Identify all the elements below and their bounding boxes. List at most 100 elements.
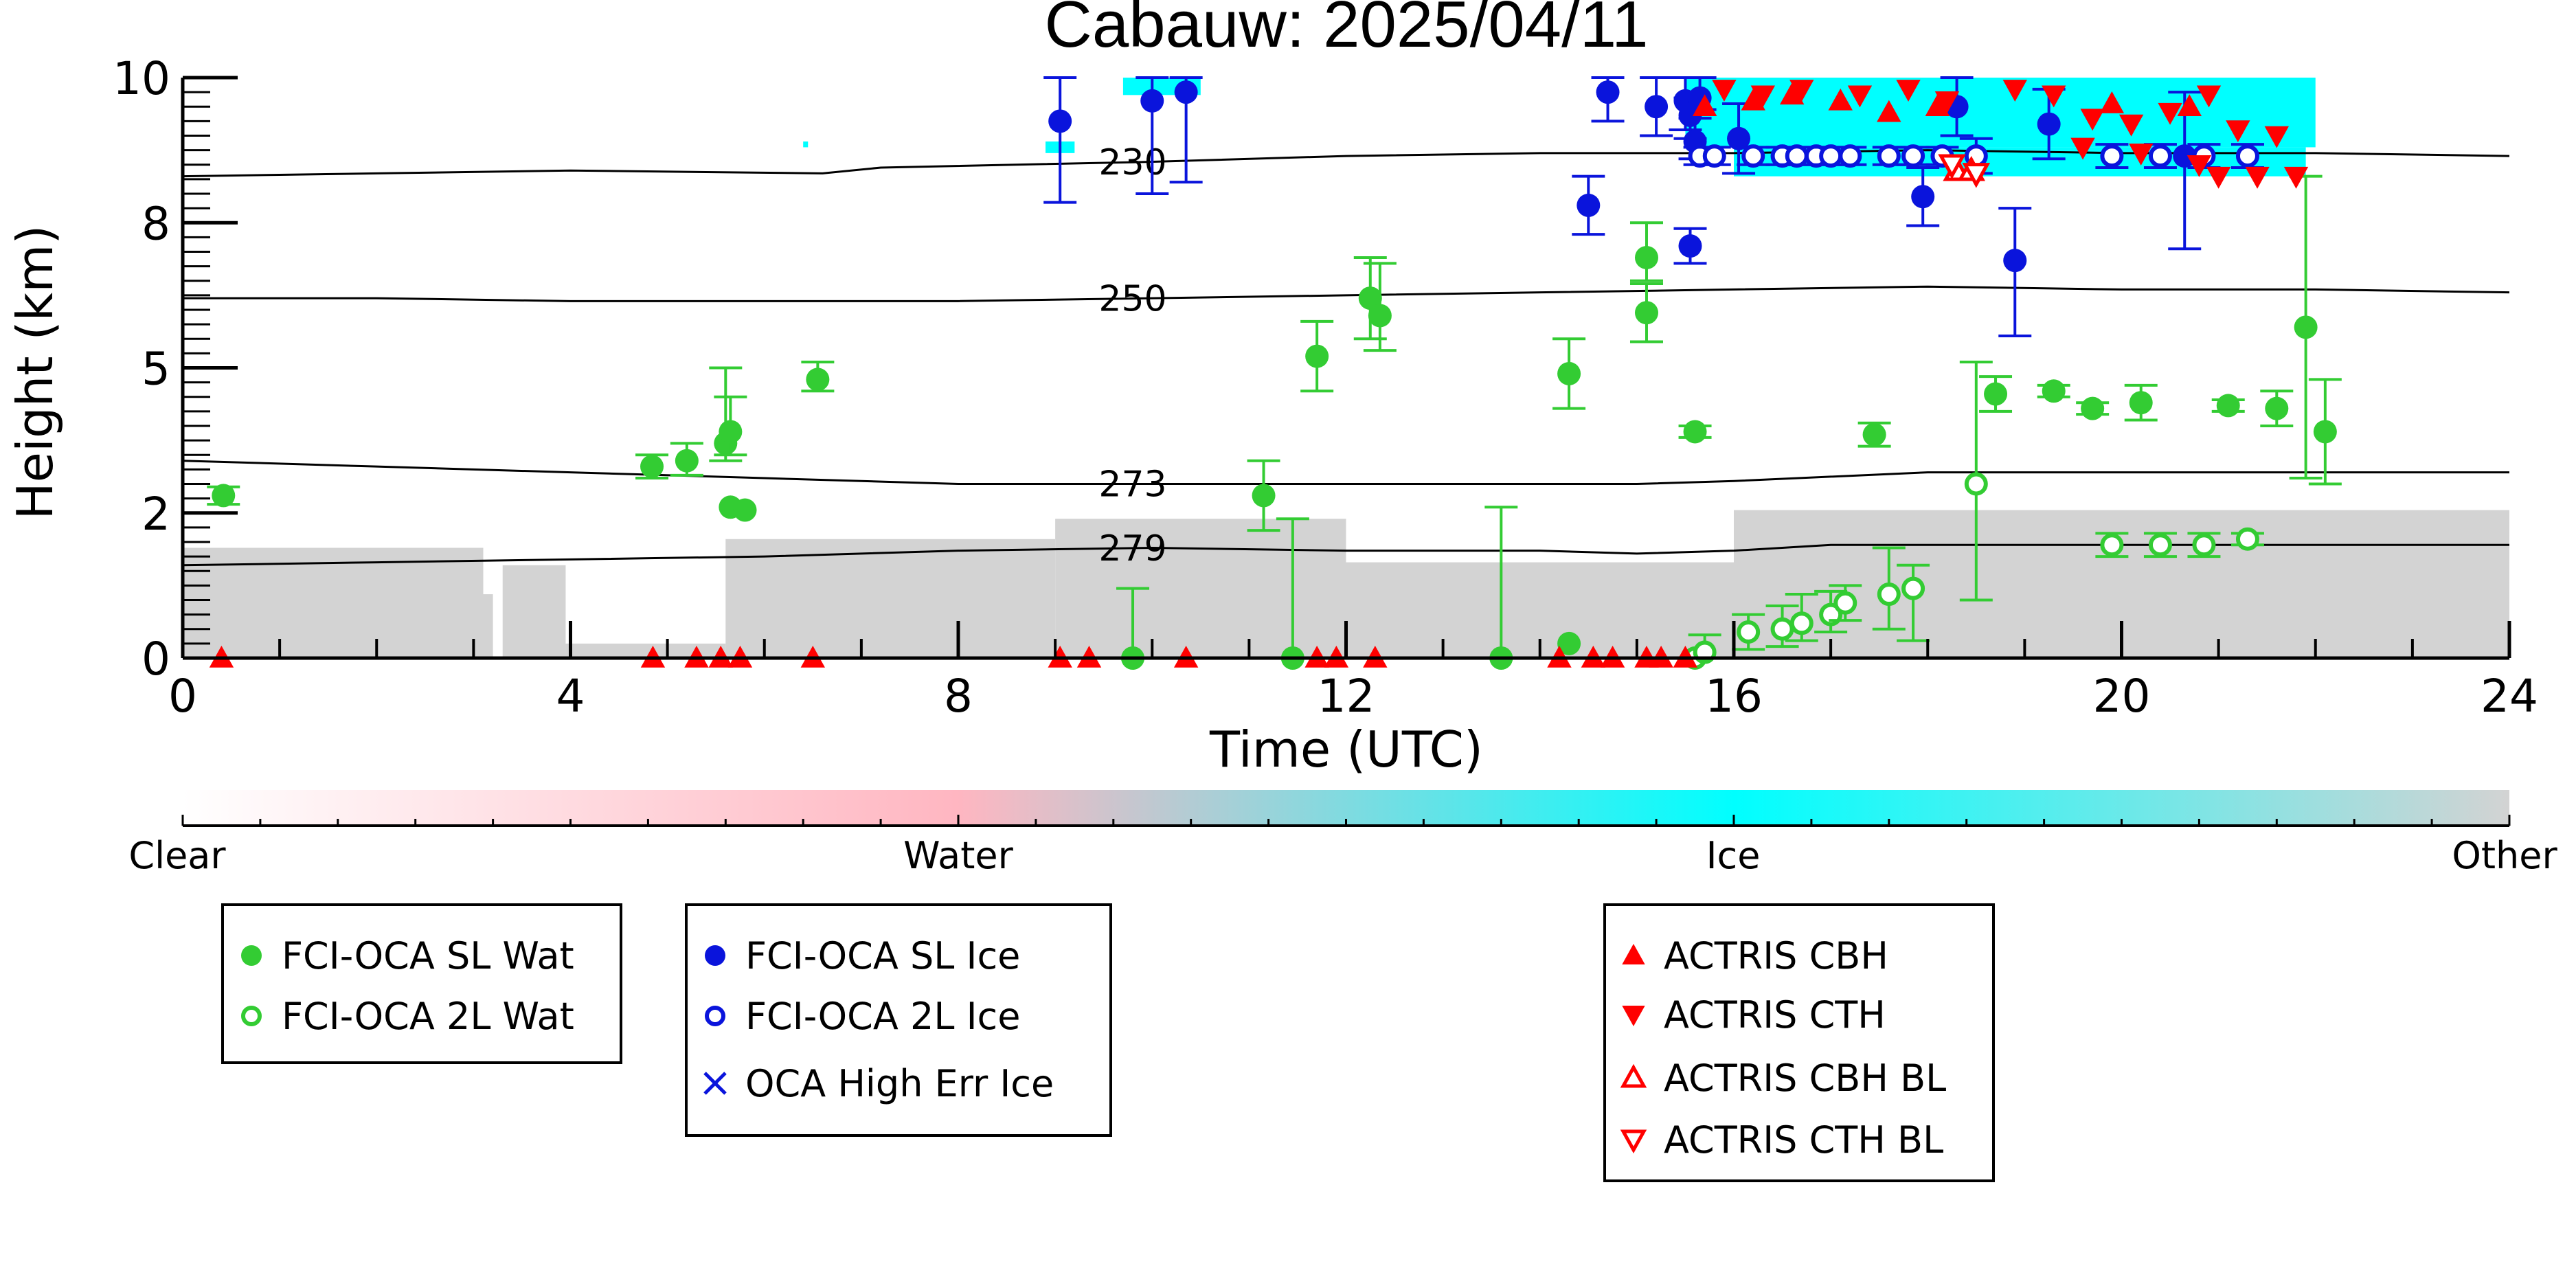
triangle-up-open-icon: [1618, 1063, 1649, 1093]
legend-label: ACTRIS CBH: [1664, 934, 1888, 978]
colorbar-label-water: Water: [903, 834, 1013, 877]
data-point: [1620, 1129, 1647, 1154]
data-point: [1862, 422, 1886, 447]
legend-water: FCI-OCA SL Wat FCI-OCA 2L Wat: [221, 903, 622, 1064]
data-point: [2196, 85, 2222, 108]
data-point: [1934, 91, 1960, 113]
colorbar-label-clear: Clear: [128, 834, 226, 877]
legend-label: ACTRIS CTH: [1664, 993, 1886, 1037]
isotherm-label: 250: [1098, 279, 1166, 320]
data-point: [2129, 391, 2153, 415]
data-point: [719, 420, 743, 444]
data-point: [806, 368, 830, 392]
data-point: [1911, 185, 1935, 209]
colorbar-ticks: [181, 815, 2511, 826]
data-point: [1785, 144, 1809, 168]
legend-item: ACTRIS CBH BL: [1618, 1050, 1946, 1105]
data-point: [2037, 112, 2061, 136]
data-point: [2313, 420, 2337, 444]
legend-item: FCI-OCA 2L Wat: [236, 988, 574, 1043]
data-point: [212, 484, 236, 508]
data-point: [1819, 144, 1843, 168]
legend-label: ACTRIS CTH BL: [1664, 1118, 1944, 1162]
cloud-mask-other-region: [725, 539, 1056, 658]
isotherm-label: 279: [1098, 528, 1166, 569]
data-point: [2264, 126, 2289, 148]
triangle-down-icon: [1618, 999, 1649, 1030]
data-point: [1877, 583, 1901, 607]
y-axis-label: Height (km): [6, 225, 64, 520]
data-point: [2192, 533, 2216, 557]
legend-ice: FCI-OCA SL Ice FCI-OCA 2L Ice OCA High E…: [685, 903, 1112, 1137]
data-point: [2283, 166, 2309, 189]
series-fci-oca-sl-wat: [207, 174, 2342, 670]
data-point: [1712, 80, 1737, 102]
data-point: [1901, 144, 1925, 168]
legend-item: FCI-OCA SL Wat: [236, 928, 574, 983]
data-point: [2119, 114, 2144, 137]
data-point: [241, 1006, 262, 1026]
cloud-mask-other-region: [1055, 519, 1346, 658]
data-point: [241, 945, 262, 966]
legend-item: FCI-OCA 2L Ice: [700, 988, 1020, 1043]
data-point: [2235, 527, 2259, 551]
filled-circle-icon: [700, 940, 730, 971]
cloud-mask-other-region: [483, 594, 493, 658]
data-point: [2148, 533, 2172, 557]
cloud-mask-other-region: [565, 643, 726, 658]
data-point: [1634, 245, 1658, 269]
legend-label: FCI-OCA SL Ice: [745, 934, 1021, 978]
data-point: [1938, 154, 1966, 179]
data-point: [1622, 1006, 1645, 1027]
legend-label: FCI-OCA SL Wat: [282, 934, 574, 978]
data-point: [1984, 382, 2008, 406]
y-tick-label: 5: [142, 343, 170, 396]
cloud-mask-other-region: [502, 565, 566, 658]
legend-item: ACTRIS CTH: [1618, 987, 1886, 1042]
legend-item: FCI-OCA SL Ice: [700, 928, 1020, 983]
data-point: [2100, 144, 2124, 168]
data-point: [1789, 611, 1814, 635]
data-point: [1252, 484, 1276, 508]
isotherm-lines: 230 250 273 279: [182, 142, 2510, 569]
series-fci-oca-2l-wat: [1683, 361, 2264, 670]
y-tick-label: 2: [142, 488, 170, 541]
data-point: [1683, 420, 1707, 444]
series-actris-cth-bl: [1938, 154, 1991, 188]
data-point: [2158, 102, 2182, 125]
x-tick-label: 8: [944, 670, 973, 723]
data-point: [1174, 80, 1198, 104]
data-point: [2080, 109, 2105, 131]
cloud-mask-ice-region: [1685, 78, 2316, 148]
cloud-mask-ice-region: [803, 141, 809, 148]
legend-label: FCI-OCA 2L Wat: [282, 994, 574, 1038]
data-point: [1828, 88, 1853, 111]
legend-item: ACTRIS CTH BL: [1618, 1112, 1943, 1167]
x-tick-label: 12: [1318, 670, 1375, 723]
data-point: [1838, 144, 1862, 168]
data-point: [1358, 286, 1382, 310]
data-point: [1634, 301, 1658, 325]
data-point: [1702, 144, 1726, 168]
data-point: [2294, 315, 2318, 339]
filled-circle-symbol: [241, 945, 262, 966]
x-tick-label: 4: [556, 670, 585, 723]
data-point: [2002, 80, 2027, 102]
y-tick-label: 0: [142, 633, 170, 686]
filled-circle-icon: [236, 940, 267, 971]
data-point: [1896, 80, 1921, 102]
legend-label: FCI-OCA 2L Ice: [745, 994, 1021, 1038]
data-point: [1678, 234, 1702, 258]
isotherm-label: 230: [1098, 142, 1166, 183]
data-point: [2265, 396, 2289, 420]
x-mark-icon: [700, 1068, 730, 1098]
data-point: [2235, 144, 2259, 168]
axes: 0 4 8 12 16 20 24 0 2 5 8 10: [113, 52, 2538, 723]
data-point: [1557, 631, 1581, 655]
x-tick-label: 20: [2093, 670, 2151, 723]
data-point: [1596, 80, 1620, 104]
triangle-down-open-symbol: [1620, 1129, 1647, 1154]
data-point: [1962, 163, 1991, 188]
data-point: [705, 945, 725, 966]
